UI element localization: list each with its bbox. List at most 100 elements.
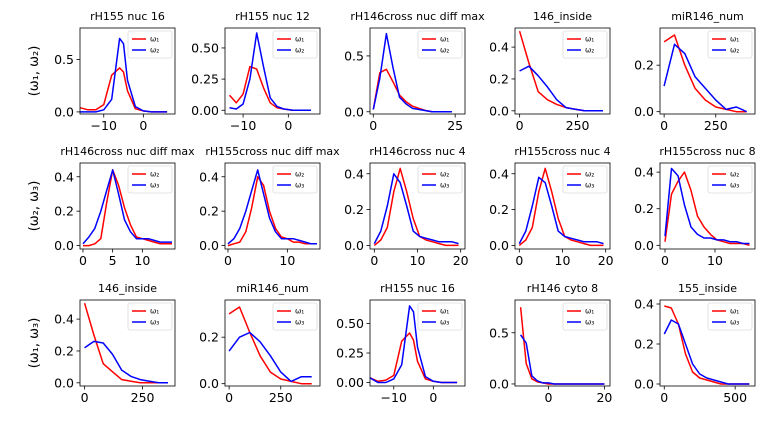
x-tick-label: 0 <box>545 390 553 405</box>
y-tick-label: 0.4 <box>344 166 364 181</box>
x-tick-label: 10 <box>134 253 150 268</box>
series-line-2 <box>229 32 311 112</box>
series-line-2 <box>518 176 604 245</box>
legend: ω₁ ω₂ <box>707 30 753 59</box>
legend-box <box>127 30 173 59</box>
legend-label: ω₂ <box>295 46 304 55</box>
y-tick-label: 0.4 <box>54 312 74 327</box>
subplot-title: rH146 cyto 8 <box>527 282 598 295</box>
series-line-1 <box>369 332 458 384</box>
legend: ω₁ ω₂ <box>127 30 173 59</box>
x-tick-label: 500 <box>723 390 747 405</box>
series-line-1 <box>83 302 168 384</box>
series-line-2 <box>369 305 458 384</box>
legend-label: ω₁ <box>295 307 304 316</box>
row-label-2: (ω₂, ω₃) <box>27 181 42 232</box>
legend-label: ω₁ <box>585 307 594 316</box>
x-tick-label: 0 <box>139 118 147 133</box>
legend-box <box>707 165 753 194</box>
legend-label: ω₂ <box>440 170 449 179</box>
x-tick-label: 20 <box>598 253 614 268</box>
legend: ω₂ ω₃ <box>417 165 463 194</box>
subplot-1-5: miR146_num 0 250 0.0 0.2 ω₁ ω₂ <box>634 10 756 133</box>
legend-label: ω₁ <box>295 35 304 44</box>
legend-label: ω₂ <box>295 170 304 179</box>
legend-label: ω₃ <box>295 181 304 190</box>
x-tick-label: 250 <box>704 118 728 133</box>
x-tick-label: 0 <box>370 253 378 268</box>
axes-frame <box>79 27 176 115</box>
y-tick-label: 0.50 <box>191 40 219 55</box>
legend-label: ω₃ <box>585 318 594 327</box>
legend: ω₁ ω₃ <box>272 302 318 331</box>
legend: ω₂ ω₃ <box>272 165 318 194</box>
y-tick-label: 0.0 <box>489 238 509 253</box>
legend-label: ω₂ <box>150 170 159 179</box>
axes-frame <box>369 27 466 115</box>
subplot-2-4: rH155cross nuc 4 0 10 20 0.0 0.2 0.4 ω₂ ω₃ <box>489 145 614 268</box>
legend-label: ω₃ <box>585 181 594 190</box>
legend-box <box>272 30 318 59</box>
series-line-1 <box>663 34 747 113</box>
x-tick-label: 0 <box>225 390 233 405</box>
series-line-1 <box>373 167 459 247</box>
legend-label: ω₂ <box>730 46 739 55</box>
series-line-2 <box>84 340 168 384</box>
x-tick-label: 10 <box>707 253 723 268</box>
y-tick-label: 0.2 <box>54 343 74 358</box>
y-tick-label: 0.4 <box>489 40 509 55</box>
legend-label: ω₃ <box>295 318 304 327</box>
series-line-2 <box>80 37 168 113</box>
axes-frame <box>369 299 466 387</box>
y-tick-label: 0.4 <box>199 169 219 184</box>
legend: ω₁ ω₃ <box>127 302 173 331</box>
subplot-title: miR146_num <box>671 10 744 23</box>
subplot-title: rH146cross nuc diff max <box>60 145 195 158</box>
x-tick-label: 0 <box>660 118 668 133</box>
subplot-3-1: 146_inside 0 250 0.0 0.2 0.4 ω₁ ω₃ <box>54 282 176 405</box>
y-tick-label: 0.2 <box>54 204 74 219</box>
series-line-2 <box>519 334 605 385</box>
axes-frame <box>224 299 321 387</box>
legend: ω₁ ω₃ <box>562 302 608 331</box>
subplot-3-4: rH146 cyto 8 0 20 0.0 0.5 ω₁ ω₃ <box>489 282 612 405</box>
subplot-1-1: rH155 nuc 16 −10 0 0.0 0.5 ω₁ ω₂ <box>54 10 176 133</box>
y-tick-label: 0.0 <box>634 377 654 392</box>
legend-label: ω₁ <box>440 307 449 316</box>
series-line-2 <box>82 169 172 245</box>
legend-label: ω₃ <box>730 181 739 190</box>
legend-box <box>272 302 318 331</box>
legend-label: ω₁ <box>730 35 739 44</box>
x-tick-label: 0 <box>284 118 292 133</box>
subplot-2-1: rH146cross nuc diff max 0 5 10 0.0 0.2 0.4 ω₂ ω₃ <box>54 145 195 268</box>
row-label-3: (ω₁, ω₃) <box>27 318 42 369</box>
legend-label: ω₁ <box>440 35 449 44</box>
series-line-1 <box>228 306 312 385</box>
axes-frame <box>79 162 176 250</box>
y-tick-label: 0.0 <box>54 375 74 390</box>
x-tick-label: 250 <box>566 118 590 133</box>
y-tick-label: 0.0 <box>199 376 219 391</box>
axes-frame <box>659 299 756 387</box>
legend: ω₁ ω₂ <box>417 30 463 59</box>
x-tick-label: 0 <box>516 118 524 133</box>
y-tick-label: 0.2 <box>634 201 654 216</box>
axes-frame <box>79 299 176 387</box>
y-tick-label: 0.25 <box>191 72 219 87</box>
legend-label: ω₂ <box>730 170 739 179</box>
subplot-title: 146_inside <box>533 10 592 23</box>
subplot-3-3: rH155 nuc 16 −10 0 0.00 0.25 0.50 ω₁ ω₃ <box>336 282 466 405</box>
legend-box <box>127 302 173 331</box>
x-tick-label: 10 <box>279 253 295 268</box>
x-tick-label: 20 <box>596 390 612 405</box>
subplot-title: rH155cross nuc 8 <box>659 145 755 158</box>
x-tick-label: 0 <box>429 390 437 405</box>
axes-frame <box>224 162 321 250</box>
legend: ω₁ ω₂ <box>272 30 318 59</box>
x-tick-label: 5 <box>109 253 117 268</box>
series-line-1 <box>518 167 604 247</box>
y-tick-label: 0.0 <box>344 104 364 119</box>
legend-label: ω₃ <box>440 181 449 190</box>
legend-label: ω₁ <box>150 307 159 316</box>
x-tick-label: −10 <box>91 118 117 133</box>
